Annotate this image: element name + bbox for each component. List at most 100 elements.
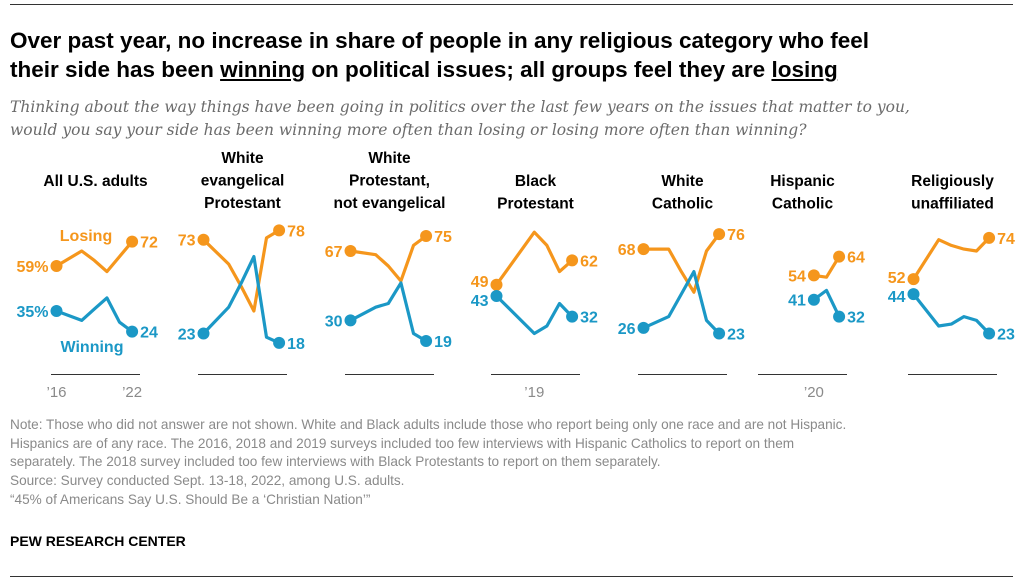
winning-start-label: 43 (471, 293, 489, 310)
winning-line (55, 296, 134, 333)
legend-losing: Losing (60, 228, 112, 245)
winning-start-label: 30 (325, 313, 343, 330)
losing-line (495, 230, 574, 286)
winning-line (912, 293, 991, 335)
winning-end-label: 18 (287, 336, 305, 353)
winning-end-point (273, 336, 286, 349)
subtitle-line-1: Thinking about the way things have been … (10, 98, 910, 116)
panel-title: Protestant (204, 195, 281, 212)
losing-end-label: 62 (580, 253, 598, 270)
x-tick-label: ’19 (524, 384, 544, 401)
winning-start-label: 35% (16, 304, 48, 321)
losing-end-point (420, 229, 433, 242)
panel-title: unaffiliated (911, 196, 994, 213)
top-rule (10, 4, 1013, 5)
losing-end-point (983, 231, 996, 244)
losing-end-label: 78 (287, 223, 305, 240)
winning-line (202, 255, 280, 345)
losing-start-point (807, 269, 820, 282)
losing-end-label: 64 (847, 250, 865, 267)
winning-line (495, 294, 574, 336)
panel-title: Religiously (911, 173, 994, 190)
losing-end-label: 75 (434, 229, 452, 246)
winning-end-label: 24 (140, 325, 158, 342)
brand-logo-text: PEW RESEARCH CENTER (10, 533, 186, 549)
title-underlined-losing: losing (771, 57, 838, 82)
losing-start-label: 59% (16, 259, 48, 276)
losing-end-label: 72 (140, 235, 158, 252)
losing-line (55, 240, 134, 274)
note-line: Hispanics are of any race. The 2016, 201… (10, 435, 795, 451)
losing-end-point (273, 224, 286, 237)
winning-end-point (126, 325, 139, 338)
panel-title: Protestant, (349, 173, 430, 190)
note-line: Note: Those who did not answer are not s… (10, 417, 847, 432)
losing-start-point (490, 278, 503, 291)
subtitle-line-2: would you say your side has been winning… (10, 121, 807, 139)
losing-end-point (833, 250, 846, 263)
winning-start-label: 23 (178, 327, 196, 344)
panel-title: evangelical (201, 173, 285, 190)
winning-start-point (637, 321, 650, 334)
title-text: on political issues; all groups feel the… (305, 57, 772, 82)
note-line: separately. The 2018 survey included too… (10, 454, 661, 470)
winning-start-point (807, 293, 820, 306)
losing-start-label: 67 (325, 244, 343, 261)
winning-end-label: 19 (434, 334, 452, 351)
losing-start-point (50, 259, 63, 272)
winning-line (642, 270, 721, 335)
x-tick-label: ’20 (804, 384, 824, 401)
panel-title: not evangelical (334, 195, 446, 212)
winning-start-point (490, 289, 503, 302)
chart-subtitle: Thinking about the way things have been … (10, 96, 1015, 142)
losing-end-point (566, 254, 579, 267)
title-line-2: their side has been winning on political… (10, 55, 1010, 84)
losing-start-label: 52 (888, 270, 906, 287)
panel-title: Hispanic (770, 173, 835, 190)
winning-end-point (713, 327, 726, 340)
winning-start-point (907, 288, 920, 301)
winning-end-label: 32 (580, 310, 598, 327)
panel-title: White (368, 150, 411, 167)
title-line-1: Over past year, no increase in share of … (10, 28, 870, 53)
losing-end-point (126, 235, 139, 248)
losing-start-label: 68 (618, 242, 636, 259)
panel-title: Catholic (772, 196, 834, 213)
winning-start-label: 44 (888, 289, 906, 306)
losing-line (912, 236, 991, 280)
losing-start-point (197, 233, 210, 246)
losing-line (643, 233, 721, 294)
losing-end-point (713, 228, 726, 241)
x-tick-label: ’22 (122, 384, 142, 401)
losing-line (202, 229, 280, 313)
losing-start-point (637, 243, 650, 256)
winning-start-point (344, 314, 357, 327)
report-title-line: “45% of Americans Say U.S. Should Be a ‘… (10, 491, 371, 507)
source-line: Source: Survey conducted Sept. 13-18, 20… (10, 473, 405, 489)
winning-start-point (197, 327, 210, 340)
winning-start-point (50, 304, 63, 317)
losing-start-label: 49 (471, 274, 489, 291)
winning-end-point (833, 310, 846, 323)
losing-line (350, 234, 428, 283)
winning-start-label: 41 (788, 293, 806, 310)
losing-start-label: 73 (178, 233, 196, 250)
losing-start-point (344, 244, 357, 257)
notes: Note: Those who did not answer are not s… (10, 416, 1015, 510)
losing-start-point (907, 273, 920, 286)
winning-end-point (983, 327, 996, 340)
winning-line (349, 281, 427, 343)
chart-title: Over past year, no increase in share of … (10, 26, 1010, 84)
small-multiples-chart: All U.S. adults ’16 ’22 59% 72 35% 24 Losing Win… (16, 150, 1015, 401)
legend-winning: Winning (61, 339, 124, 356)
winning-end-label: 32 (847, 310, 865, 327)
x-tick-label: ’16 (46, 384, 66, 401)
bottom-rule (10, 576, 1013, 577)
panel-title: All U.S. adults (43, 173, 147, 190)
losing-end-label: 76 (727, 227, 745, 244)
title-underlined-winning: winning (220, 57, 306, 82)
winning-end-label: 23 (727, 327, 745, 344)
losing-end-label: 74 (997, 231, 1015, 248)
panel-title: Black (515, 173, 557, 190)
panel-title: Catholic (652, 196, 714, 213)
